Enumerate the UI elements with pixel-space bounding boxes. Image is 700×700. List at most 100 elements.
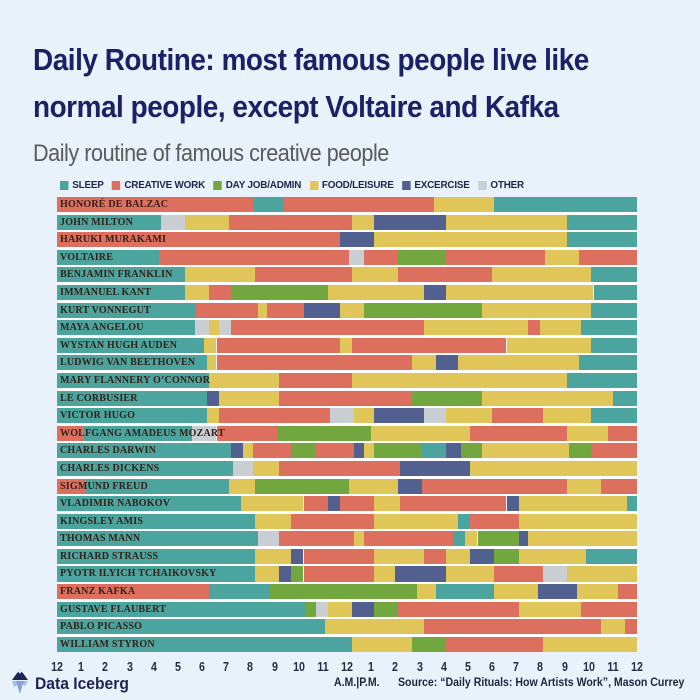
axis-tick-label: 12 [51, 659, 63, 674]
activity-segment-food_leisure [566, 425, 608, 441]
activity-segment-sleep [453, 531, 466, 547]
activity-segment-food_leisure [209, 320, 219, 336]
activity-segment-food_leisure [255, 548, 292, 564]
person-name-label: JOHN MILTON [60, 216, 134, 228]
activity-segment-food_leisure [354, 531, 364, 547]
activity-segment-creative_work [279, 390, 413, 406]
axis-tick-label: 11 [607, 659, 619, 674]
activity-segment-sleep [494, 197, 637, 213]
activity-segment-day_job [373, 601, 398, 617]
activity-segment-sleep [581, 320, 637, 336]
activity-segment-food_leisure [482, 390, 613, 406]
activity-segment-creative_work [421, 478, 567, 494]
activity-segment-exercise [400, 460, 471, 476]
activity-segment-food_leisure [327, 601, 352, 617]
activity-segment-food_leisure [482, 443, 570, 459]
activity-segment-food_leisure [446, 548, 471, 564]
activity-segment-food_leisure [518, 496, 628, 512]
activity-segment-creative_work [194, 302, 258, 318]
activity-segment-food_leisure [185, 214, 229, 230]
day_job-swatch-icon [213, 180, 222, 190]
activity-segment-day_job [373, 443, 422, 459]
exercise-swatch-icon [402, 180, 411, 190]
activity-segment-food_leisure [252, 460, 280, 476]
activity-segment-creative_work [424, 548, 447, 564]
activity-segment-sleep [566, 214, 637, 230]
activity-segment-food_leisure [506, 337, 592, 353]
activity-segment-food_leisure [339, 302, 364, 318]
activity-segment-exercise [373, 214, 447, 230]
activity-segment-food_leisure [446, 214, 567, 230]
activity-segment-exercise [506, 496, 519, 512]
activity-segment-creative_work [303, 548, 374, 564]
activity-segment-day_job [269, 584, 418, 600]
activity-segment-food_leisure [255, 513, 292, 529]
activity-segment-day_job [412, 390, 483, 406]
routine-row: MAYA ANGELOU [57, 320, 637, 336]
activity-segment-day_job [494, 548, 519, 564]
activity-segment-food_leisure [540, 320, 582, 336]
activity-segment-food_leisure [339, 337, 352, 353]
routine-row: CHARLES DARWIN [57, 443, 637, 459]
activity-segment-day_job [412, 636, 447, 652]
logo-text: Data Iceberg [35, 674, 129, 693]
activity-segment-creative_work [279, 460, 401, 476]
activity-segment-creative_work [400, 496, 507, 512]
activity-segment-day_job [231, 284, 328, 301]
activity-segment-creative_work [581, 601, 637, 617]
activity-segment-food_leisure [566, 566, 637, 582]
axis-tick-label: 10 [582, 659, 595, 674]
activity-segment-food_leisure [417, 584, 437, 600]
activity-segment-creative_work [228, 214, 352, 230]
activity-segment-exercise [436, 355, 459, 371]
sleep-swatch-icon [60, 180, 69, 190]
activity-segment-creative_work [57, 232, 340, 248]
activity-segment-food_leisure [518, 548, 587, 564]
activity-segment-day_job [569, 443, 592, 459]
activity-segment-exercise [537, 584, 577, 600]
activity-segment-creative_work [579, 249, 637, 265]
activity-segment-exercise [303, 302, 340, 318]
axis-tick-label: 2 [102, 659, 109, 674]
person-name-label: VLADIMIR NABOKOV [60, 498, 171, 510]
activity-segment-exercise [518, 531, 529, 547]
person-name-label: HARUKI MURAKAMI [60, 234, 167, 246]
axis-tick-label: 1 [78, 659, 85, 674]
activity-segment-creative_work [424, 619, 601, 635]
routine-row: CHARLES DICKENS [57, 460, 637, 476]
activity-segment-sleep [57, 372, 210, 389]
axis-tick-label: 7 [513, 659, 520, 674]
person-name-label: PABLO PICASSO [60, 621, 143, 633]
person-name-label: GUSTAVE FLAUBERT [60, 603, 167, 615]
activity-segment-other [233, 460, 253, 476]
activity-segment-food_leisure [518, 513, 637, 529]
axis-tick-label: 8 [247, 659, 254, 674]
person-name-label: HONORÉ DE BALZAC [60, 199, 169, 210]
activity-segment-creative_work [218, 408, 331, 424]
hour-axis: 12 1 2 3 4 5 6 7 8 9 10 11 12 1 2 3 4 5 6 7 8 9 10 11 12 [51, 659, 643, 674]
activity-segment-food_leisure [446, 284, 594, 301]
activity-segment-sleep [57, 531, 258, 547]
person-name-label: RICHARD STRAUSS [60, 550, 159, 562]
other-swatch-icon [478, 180, 487, 190]
activity-segment-exercise [373, 408, 425, 424]
activity-segment-food_leisure [354, 408, 374, 424]
activity-segment-food_leisure [458, 355, 579, 371]
routine-row: SIGMUND FREUD [57, 478, 637, 494]
person-name-label: MARY FLANNERY O’CONNOR [60, 374, 211, 386]
data-iceberg-logo: Data Iceberg [8, 668, 137, 700]
activity-segment-creative_work [216, 355, 413, 371]
routine-row: PABLO PICASSO [57, 619, 637, 635]
activity-segment-food_leisure [373, 513, 459, 529]
activity-segment-creative_work [600, 478, 637, 494]
axis-tick-label: 3 [126, 659, 133, 674]
person-name-label: WOLFGANG AMADEUS MOZART [60, 427, 225, 439]
routine-row: KINGSLEY AMIS [57, 513, 637, 529]
activity-segment-sleep [57, 390, 207, 406]
activity-segment-exercise [231, 443, 244, 459]
activity-segment-food_leisure [185, 267, 256, 283]
activity-segment-sleep [57, 355, 207, 371]
activity-segment-sleep [566, 232, 637, 248]
routine-row: RICHARD STRAUSS [57, 548, 637, 564]
activity-segment-other [330, 408, 355, 424]
